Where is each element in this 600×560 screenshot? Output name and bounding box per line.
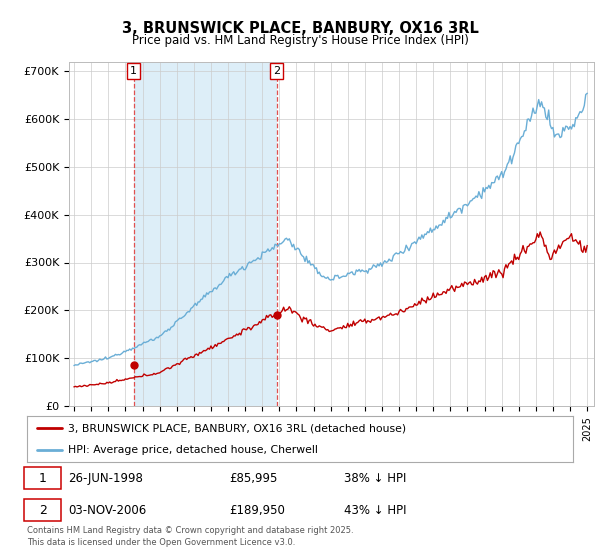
Text: 1: 1: [39, 472, 47, 485]
Text: 26-JUN-1998: 26-JUN-1998: [68, 472, 143, 485]
Text: 1: 1: [130, 66, 137, 76]
Text: Contains HM Land Registry data © Crown copyright and database right 2025.
This d: Contains HM Land Registry data © Crown c…: [27, 526, 353, 547]
Bar: [134, 62, 277, 406]
Text: 2: 2: [39, 503, 47, 516]
Text: £189,950: £189,950: [229, 503, 285, 516]
Text: HPI: Average price, detached house, Cherwell: HPI: Average price, detached house, Cher…: [68, 445, 318, 455]
Text: 03-NOV-2006: 03-NOV-2006: [68, 503, 146, 516]
Text: £85,995: £85,995: [229, 472, 277, 485]
FancyBboxPatch shape: [24, 467, 61, 489]
Text: 3, BRUNSWICK PLACE, BANBURY, OX16 3RL (detached house): 3, BRUNSWICK PLACE, BANBURY, OX16 3RL (d…: [68, 423, 406, 433]
Text: 38% ↓ HPI: 38% ↓ HPI: [344, 472, 406, 485]
FancyBboxPatch shape: [24, 499, 61, 521]
Text: Price paid vs. HM Land Registry's House Price Index (HPI): Price paid vs. HM Land Registry's House …: [131, 34, 469, 46]
Text: 2: 2: [273, 66, 280, 76]
Text: 3, BRUNSWICK PLACE, BANBURY, OX16 3RL: 3, BRUNSWICK PLACE, BANBURY, OX16 3RL: [122, 21, 478, 36]
Text: 43% ↓ HPI: 43% ↓ HPI: [344, 503, 406, 516]
